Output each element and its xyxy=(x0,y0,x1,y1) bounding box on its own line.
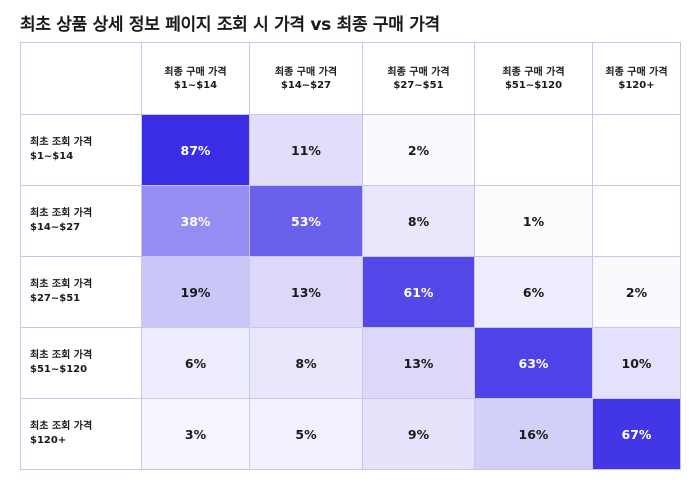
data-label: 87% xyxy=(180,142,211,158)
heatmap-cell xyxy=(592,185,681,257)
heatmap-cell: 10% xyxy=(592,327,681,399)
data-label: 38% xyxy=(180,213,211,229)
row-header-line2: $14~$27 xyxy=(30,222,81,233)
row-header-line2: $1~$14 xyxy=(30,151,74,162)
column-header: 최종 구매 가격 $51~$120 xyxy=(474,42,593,115)
heatmap-cell: 5% xyxy=(249,398,363,470)
heatmap-cell: 8% xyxy=(362,185,475,257)
data-label: 6% xyxy=(522,284,545,300)
column-header: 최종 구매 가격 $120+ xyxy=(592,42,681,115)
heatmap-cell: 38% xyxy=(141,185,250,257)
data-label: 13% xyxy=(403,355,434,371)
table-row: 최초 조회 가격 $14~$27 38% 53% 8% 1% xyxy=(20,185,681,257)
column-header-line1: 최종 구매 가격 xyxy=(605,66,668,78)
row-header-line2: $51~$120 xyxy=(30,364,88,375)
heatmap-cell: 11% xyxy=(249,114,363,186)
heatmap-cell: 13% xyxy=(362,327,475,399)
data-label: 63% xyxy=(518,355,549,371)
heatmap-cell: 6% xyxy=(474,256,593,328)
heatmap-cell: 9% xyxy=(362,398,475,470)
data-label: 5% xyxy=(295,426,317,442)
heatmap-cell: 63% xyxy=(474,327,593,399)
data-label: 11% xyxy=(291,142,321,158)
heatmap-cell: 53% xyxy=(249,185,363,257)
heatmap-table: 최종 구매 가격 $1~$14 최종 구매 가격 $14~$27 최종 구매 가격 $27… xyxy=(20,42,681,470)
table-row: 최초 조회 가격 $1~$14 87% 11% 2% xyxy=(20,114,681,186)
column-header-line2: $1~$14 xyxy=(173,79,218,91)
data-label: 2% xyxy=(625,284,648,300)
row-header-line2: $120+ xyxy=(30,435,67,446)
data-label: 10% xyxy=(621,355,652,371)
heatmap-cell: 19% xyxy=(141,256,250,328)
column-header-line1: 최종 구매 가격 xyxy=(164,66,227,78)
column-header-line2: $14~$27 xyxy=(280,79,332,91)
heatmap-cell: 67% xyxy=(592,398,681,470)
data-label: 13% xyxy=(291,284,321,300)
column-header: 최종 구매 가격 $14~$27 xyxy=(249,42,363,115)
column-header: 최종 구매 가격 $27~$51 xyxy=(362,42,475,115)
row-header: 최초 조회 가격 $1~$14 xyxy=(20,114,142,186)
heatmap-cell: 16% xyxy=(474,398,593,470)
table-row: 최초 조회 가격 $27~$51 19% 13% 61% 6% 2% xyxy=(20,256,681,328)
row-header-line2: $27~$51 xyxy=(30,293,81,304)
heatmap-cell: 87% xyxy=(141,114,250,186)
column-header-line2: $120+ xyxy=(618,79,655,91)
data-label: 8% xyxy=(295,355,317,371)
column-header-line2: $51~$120 xyxy=(504,79,563,91)
heatmap-cell: 61% xyxy=(362,256,475,328)
row-header: 최초 조회 가격 $14~$27 xyxy=(20,185,142,257)
data-label: 1% xyxy=(522,213,545,229)
heatmap-cell: 13% xyxy=(249,256,363,328)
row-header-line1: 최초 조회 가격 xyxy=(30,279,93,290)
data-label: 53% xyxy=(291,213,321,229)
data-label: 3% xyxy=(184,426,207,442)
column-header-line2: $27~$51 xyxy=(393,79,444,91)
heatmap-cell xyxy=(474,114,593,186)
chart-title: 최초 상품 상세 정보 페이지 조회 시 가격 vs 최종 구매 가격 xyxy=(20,15,440,35)
data-label: 61% xyxy=(403,284,434,300)
row-header-line1: 최초 조회 가격 xyxy=(30,421,93,432)
data-label: 16% xyxy=(518,426,549,442)
row-header-line1: 최초 조회 가격 xyxy=(30,350,93,361)
data-label: 6% xyxy=(184,355,207,371)
data-label: 9% xyxy=(407,426,430,442)
column-header-line1: 최종 구매 가격 xyxy=(274,66,338,78)
heatmap-cell: 1% xyxy=(474,185,593,257)
row-header: 최초 조회 가격 $27~$51 xyxy=(20,256,142,328)
data-label: 2% xyxy=(407,142,430,158)
heatmap-cell: 2% xyxy=(592,256,681,328)
row-header: 최초 조회 가격 $51~$120 xyxy=(20,327,142,399)
column-header-line1: 최종 구매 가격 xyxy=(387,66,450,78)
row-header: 최초 조회 가격 $120+ xyxy=(20,398,142,470)
data-label: 19% xyxy=(180,284,211,300)
data-label: 8% xyxy=(407,213,430,229)
heatmap-cell: 3% xyxy=(141,398,250,470)
heatmap-cell: 8% xyxy=(249,327,363,399)
column-header-line1: 최종 구매 가격 xyxy=(502,66,565,78)
data-label: 67% xyxy=(621,426,652,442)
heatmap-cell: 2% xyxy=(362,114,475,186)
corner-cell xyxy=(20,42,142,115)
heatmap-cell xyxy=(592,114,681,186)
row-header-line1: 최초 조회 가격 xyxy=(30,137,93,148)
row-header-line1: 최초 조회 가격 xyxy=(30,208,93,219)
heatmap-cell: 6% xyxy=(141,327,250,399)
column-header: 최종 구매 가격 $1~$14 xyxy=(141,42,250,115)
table-row: 최초 조회 가격 $51~$120 6% 8% 13% 63% 10% xyxy=(20,327,681,399)
table-row: 최초 조회 가격 $120+ 3% 5% 9% 16% 67% xyxy=(20,398,681,470)
